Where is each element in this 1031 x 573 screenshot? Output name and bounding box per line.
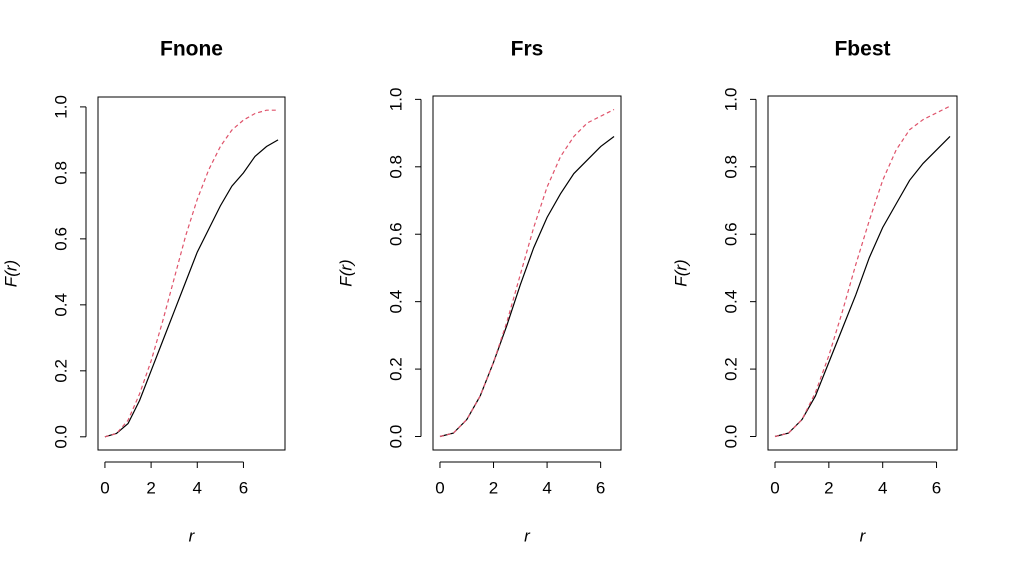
plot-frame xyxy=(767,95,958,451)
series-line xyxy=(439,108,615,438)
y-tick-label: 1.0 xyxy=(386,88,405,112)
x-axis-label: r xyxy=(189,526,196,545)
series-line xyxy=(774,105,951,438)
y-tick-label: 0.8 xyxy=(721,155,740,179)
x-axis-label: r xyxy=(860,526,867,545)
plot-frame xyxy=(432,95,622,451)
y-tick-label: 0.6 xyxy=(721,222,740,246)
series-line xyxy=(439,135,615,438)
x-axis-label: r xyxy=(524,526,531,545)
x-tick-label: 4 xyxy=(878,478,887,497)
y-tick-label: 0.2 xyxy=(386,357,405,381)
y-tick-label: 1.0 xyxy=(721,88,740,112)
chart-title: Frs xyxy=(511,38,544,61)
y-tick-label: 0.2 xyxy=(51,359,70,383)
x-tick-label: 0 xyxy=(100,478,109,497)
x-tick-label: 6 xyxy=(596,478,605,497)
y-tick-label: 0.0 xyxy=(51,425,70,449)
y-axis-label: F(r) xyxy=(1,260,20,287)
x-tick-label: 2 xyxy=(146,478,155,497)
chart-title: Fnone xyxy=(160,38,223,61)
x-tick-label: 2 xyxy=(824,478,833,497)
y-tick-label: 0.4 xyxy=(386,290,405,314)
x-tick-label: 6 xyxy=(932,478,941,497)
x-tick-label: 4 xyxy=(193,478,202,497)
plot-frame xyxy=(97,96,286,451)
x-tick-label: 6 xyxy=(239,478,248,497)
y-tick-label: 1.0 xyxy=(51,95,70,119)
y-tick-label: 0.4 xyxy=(721,290,740,314)
y-tick-label: 0.0 xyxy=(386,425,405,449)
series-line xyxy=(104,109,279,438)
y-tick-label: 0.0 xyxy=(721,425,740,449)
y-tick-label: 0.8 xyxy=(51,161,70,185)
y-tick-label: 0.6 xyxy=(386,222,405,246)
x-tick-label: 0 xyxy=(770,478,779,497)
chart-title: Fbest xyxy=(834,38,890,61)
y-tick-label: 0.4 xyxy=(51,293,70,317)
x-tick-label: 4 xyxy=(542,478,551,497)
y-axis-label: F(r) xyxy=(671,259,690,286)
y-tick-label: 0.6 xyxy=(51,227,70,251)
y-axis-label: F(r) xyxy=(336,259,355,286)
x-tick-label: 0 xyxy=(435,478,444,497)
x-tick-label: 2 xyxy=(489,478,498,497)
series-line xyxy=(774,136,951,438)
y-tick-label: 0.8 xyxy=(386,155,405,179)
y-tick-label: 0.2 xyxy=(721,357,740,381)
series-line xyxy=(104,139,279,438)
